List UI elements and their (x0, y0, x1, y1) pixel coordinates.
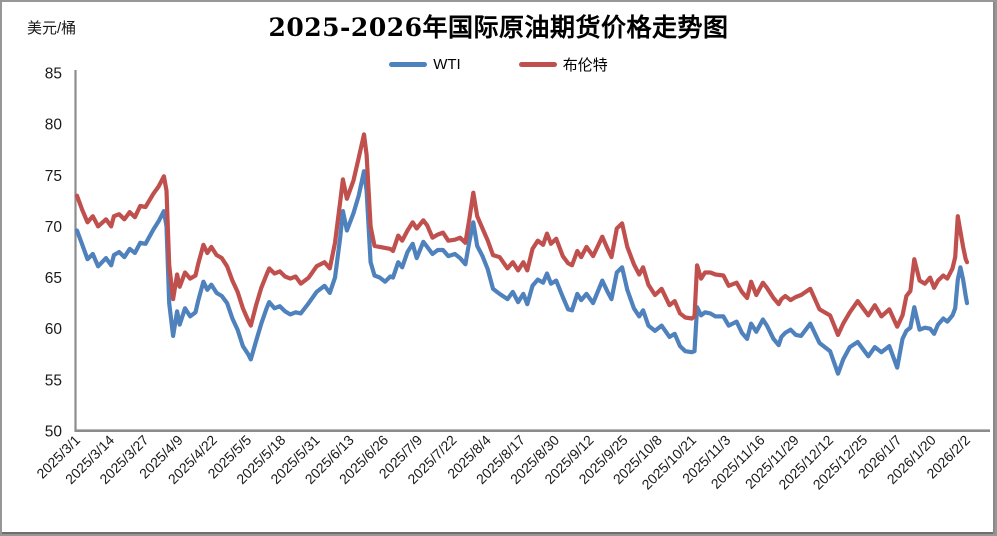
y-tick-label: 55 (45, 372, 62, 389)
y-tick-label: 70 (45, 219, 63, 236)
wti-line-swatch-icon (389, 62, 428, 67)
y-tick-label: 65 (45, 270, 62, 287)
legend: WTI 布伦特 (0, 54, 997, 75)
y-axis-unit-label: 美元/桶 (27, 20, 77, 37)
legend-label-wti: WTI (433, 56, 461, 73)
y-tick-label: 75 (45, 168, 62, 185)
y-tick-label: 50 (45, 424, 63, 441)
legend-item-wti: WTI (389, 56, 461, 73)
series-line-brent (74, 132, 970, 337)
series-line-wti (74, 169, 970, 376)
y-tick-label: 80 (45, 117, 63, 134)
y-tick-label: 85 (45, 66, 62, 83)
y-tick-label: 60 (45, 321, 63, 338)
brent-line-swatch-icon (518, 62, 557, 67)
legend-item-brent: 布伦特 (518, 54, 608, 75)
chart-title: 2025-2026年国际原油期货价格走势图 (268, 13, 729, 42)
legend-label-brent: 布伦特 (562, 57, 608, 74)
